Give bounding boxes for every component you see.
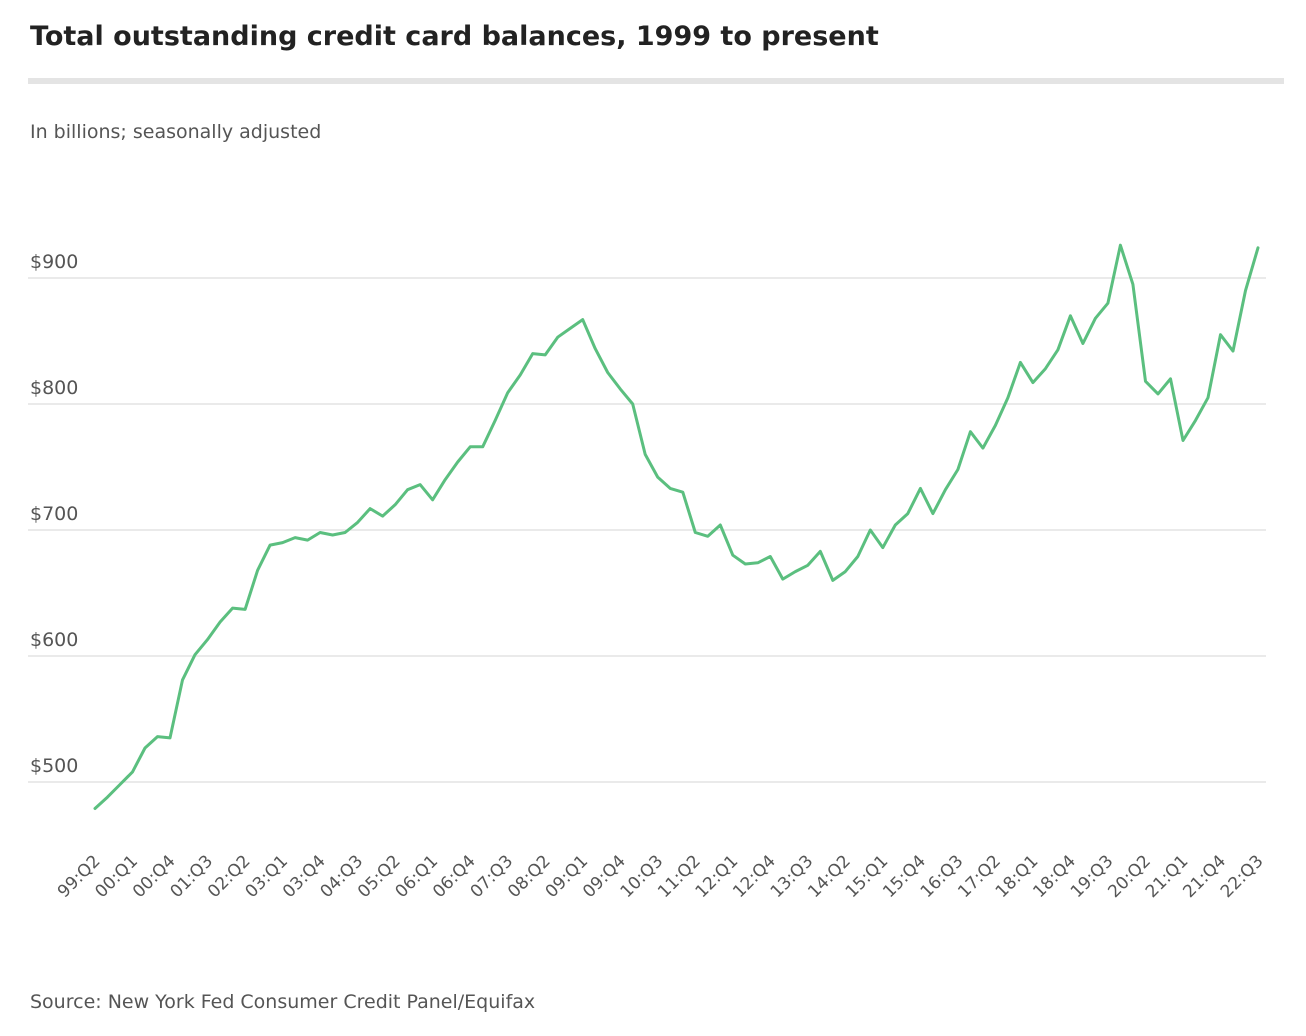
data-line xyxy=(93,243,1260,810)
x-tick-label: 22:Q3 xyxy=(1217,851,1268,902)
source-note: Source: New York Fed Consumer Credit Pan… xyxy=(30,991,535,1013)
chart-title: Total outstanding credit card balances, … xyxy=(30,21,879,52)
chart-subtitle: In billions; seasonally adjusted xyxy=(30,121,321,143)
y-tick-label: $500 xyxy=(30,755,78,777)
y-tick-label: $900 xyxy=(30,251,78,273)
y-tick-label: $800 xyxy=(30,377,78,399)
title-rule xyxy=(28,78,1284,84)
y-tick-label: $700 xyxy=(30,503,78,525)
y-tick-label: $600 xyxy=(30,629,78,651)
